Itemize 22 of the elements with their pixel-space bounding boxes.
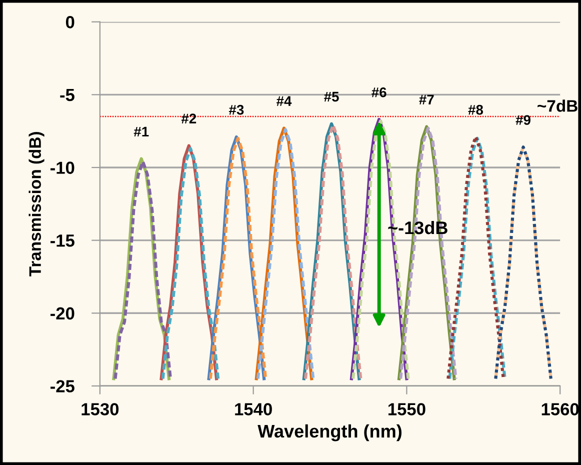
annotation: #9 [516,115,530,125]
annotation: #5 [324,92,339,102]
y-tick-label: -10 [50,162,74,174]
ref-line-label: ~7dB [538,100,578,112]
annotation: #1 [134,126,149,136]
annotation: #7 [419,94,434,104]
x-tick-label: 1530 [82,403,119,416]
y-tick-label: 0 [66,16,74,28]
x-tick-label: 1540 [235,403,272,416]
y-tick-label: -20 [50,307,74,320]
y-axis-title: Transmission (dB) [28,132,44,276]
annotation: #8 [468,104,484,115]
y-tick-label: -25 [50,380,74,392]
annotation: #6 [372,87,386,98]
x-axis-title: Wavelength (nm) [258,424,402,442]
y-tick-label: -15 [50,234,74,247]
annotation: #2 [181,114,196,124]
y-tick-label: -5 [60,89,74,102]
annotation: #4 [276,96,292,106]
line-series [494,146,552,380]
annotation: #3 [228,104,244,115]
x-tick-label: 1550 [388,403,426,416]
